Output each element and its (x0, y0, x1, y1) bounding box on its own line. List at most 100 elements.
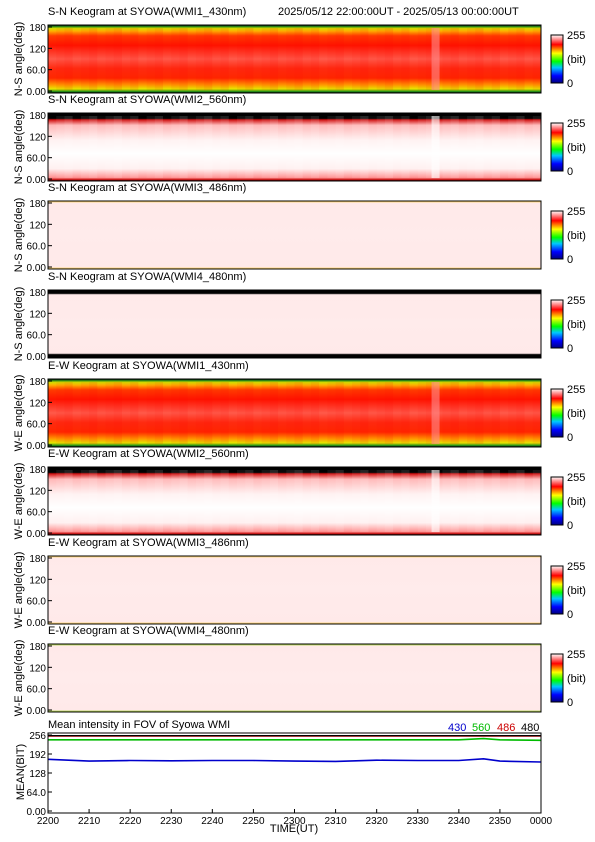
keogram-texture (261, 470, 270, 532)
keogram-title: S-N Keogram at SYOWA(WMI1_430nm) (48, 6, 246, 18)
keogram-frame (47, 200, 542, 270)
keogram-texture (467, 470, 476, 532)
x-tick-label: 2350 (489, 816, 512, 827)
mean-ytick-label: 256 (29, 731, 46, 742)
keogram-texture (80, 116, 90, 178)
keogram-texture (269, 116, 279, 178)
keogram-texture (491, 382, 500, 444)
keogram-texture (204, 28, 213, 90)
keogram-image (48, 113, 541, 181)
keogram-texture (146, 382, 155, 444)
keogram-texture (89, 382, 98, 444)
keogram-texture (532, 470, 541, 532)
x-axis-label: TIME(UT) (270, 823, 318, 835)
keogram-ytick-label: 0.00 (27, 175, 47, 186)
legend-480: 480 (521, 722, 539, 734)
keogram-texture (48, 116, 56, 178)
colorbar-unit-label: (bit) (567, 142, 586, 154)
colorbar-min-label: 0 (567, 343, 573, 355)
colorbar-min-label: 0 (567, 520, 573, 532)
keogram-texture (393, 116, 402, 178)
keogram-ytick-label: 180 (29, 377, 46, 388)
keogram-texture (500, 116, 508, 178)
keogram-texture (467, 116, 476, 178)
keogram-texture (360, 116, 369, 178)
keogram-ytick-label: 60.0 (27, 420, 47, 431)
keogram-texture (401, 470, 410, 532)
keogram-streak (431, 382, 440, 444)
x-tick-label: 2220 (119, 816, 142, 827)
keogram-y-axis-label: W-E angle(deg) (13, 552, 25, 629)
keogram-texture (138, 116, 146, 178)
keogram-frame (47, 555, 542, 625)
x-tick-label: 2240 (201, 816, 224, 827)
keogram-panel-3: S-N Keogram at SYOWA(WMI3_486nm) 0.00 60.0… (13, 182, 586, 274)
keogram-ytick-label: 0.00 (27, 706, 47, 717)
keogram-texture (179, 382, 188, 444)
x-tick-label: 2210 (78, 816, 101, 827)
time-x-ticks: 2200 2210 2220 2230 2240 2250 2300 2310 2320 2330… (37, 809, 553, 827)
keogram-texture (105, 28, 114, 90)
keogram-texture (204, 470, 213, 532)
keogram-texture (525, 116, 533, 178)
keogram-ytick-label: 0.00 (27, 441, 47, 452)
keogram-texture (335, 28, 344, 90)
mean-plot-frame (47, 732, 542, 814)
keogram-image (48, 25, 541, 93)
keogram-texture (344, 116, 352, 178)
keogram-texture (89, 28, 98, 90)
colorbar-max-label: 255 (567, 472, 585, 484)
keogram-streak (431, 116, 440, 178)
keogram-texture (97, 470, 105, 532)
keogram-texture (516, 382, 525, 444)
keogram-streak (431, 28, 440, 90)
keogram-texture (56, 382, 65, 444)
keogram-ytick-label: 120 (29, 486, 46, 497)
keogram-streak (431, 470, 440, 532)
x-tick-label: 2250 (242, 816, 265, 827)
colorbar-unit-label: (bit) (567, 54, 586, 66)
keogram-image (48, 201, 541, 269)
keogram-texture (188, 116, 196, 178)
keogram-texture (73, 28, 81, 90)
keogram-texture (368, 28, 376, 90)
keogram-texture (89, 470, 98, 532)
keogram-texture (335, 470, 344, 532)
keogram-texture (393, 382, 402, 444)
keogram-ytick-label: 0.00 (27, 352, 47, 363)
keogram-texture (105, 116, 114, 178)
keogram-title: E-W Keogram at SYOWA(WMI3_486nm) (48, 537, 249, 549)
keogram-texture (236, 28, 246, 90)
keogram-texture (401, 28, 410, 90)
keogram-texture (245, 116, 254, 178)
keogram-texture (146, 28, 155, 90)
colorbar (550, 210, 564, 260)
keogram-texture (73, 382, 81, 444)
keogram-texture (113, 116, 122, 178)
keogram-panel-5: E-W Keogram at SYOWA(WMI1_430nm) 0.00 60.0… (13, 360, 586, 452)
keogram-texture (286, 382, 295, 444)
keogram-texture (138, 28, 146, 90)
keogram-texture (410, 382, 418, 444)
keogram-y-axis-label: W-E angle(deg) (13, 640, 25, 717)
keogram-texture (80, 28, 90, 90)
keogram-texture (64, 28, 73, 90)
keogram-texture (442, 28, 451, 90)
keogram-texture (410, 28, 418, 90)
keogram-texture (56, 470, 65, 532)
keogram-texture (335, 116, 344, 178)
x-tick-label: 2300 (283, 816, 306, 827)
keogram-texture (236, 116, 246, 178)
colorbar-unit-label: (bit) (567, 230, 586, 242)
mean-y-axis-label: MEAN(BIT) (15, 744, 27, 800)
keogram-texture (401, 116, 410, 178)
keogram-texture (310, 382, 320, 444)
keogram-ytick-label: 120 (29, 309, 46, 320)
keogram-texture (344, 470, 352, 532)
x-tick-label: 2200 (37, 816, 60, 827)
keogram-title: S-N Keogram at SYOWA(WMI2_560nm) (48, 94, 246, 106)
keogram-texture (195, 382, 205, 444)
mean-y-ticks: 0.00 64.0 128 192 256 (27, 731, 52, 818)
keogram-texture (500, 382, 508, 444)
colorbar (550, 565, 564, 615)
